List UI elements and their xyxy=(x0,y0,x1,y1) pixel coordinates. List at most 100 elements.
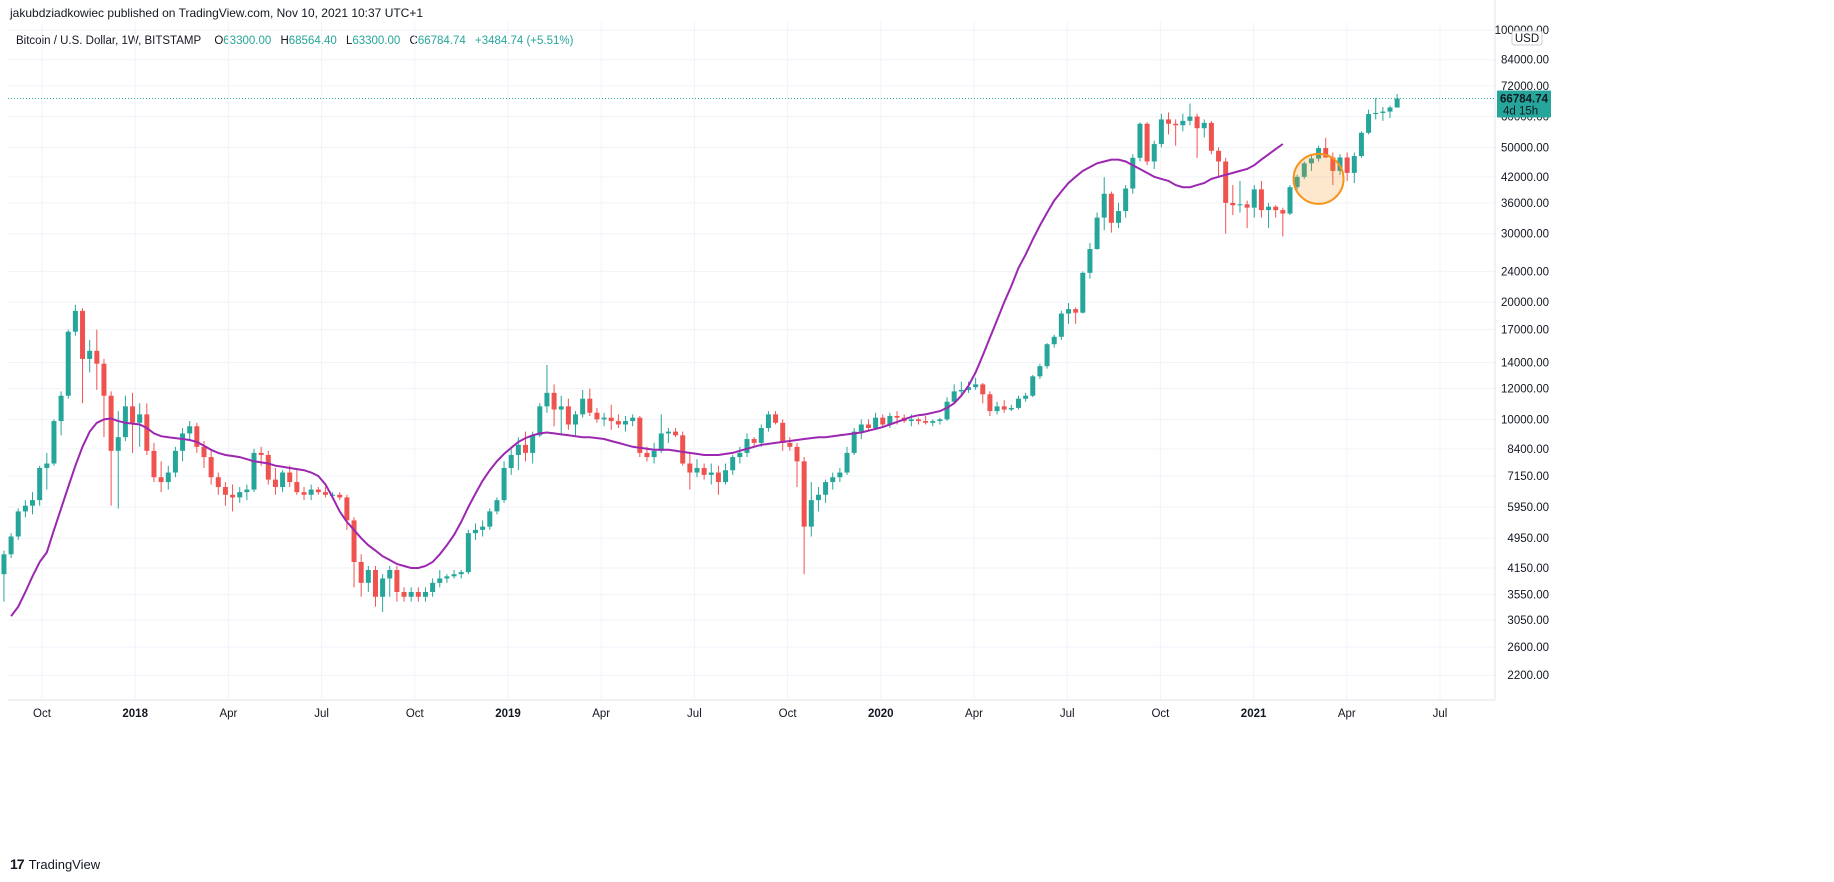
candle-body xyxy=(708,472,714,475)
candle-body xyxy=(351,520,357,562)
low-label: L xyxy=(345,35,353,47)
candle-body xyxy=(322,492,328,495)
candle-body xyxy=(787,442,793,447)
time-tick-label: Oct xyxy=(1151,708,1170,720)
price-tick-label: 72000.00 xyxy=(1501,81,1549,93)
currency-box[interactable] xyxy=(1511,30,1543,46)
candle-body xyxy=(1216,150,1222,162)
candle-body xyxy=(458,572,464,575)
candle-body xyxy=(294,482,300,493)
candle-body xyxy=(72,310,78,332)
candle-body xyxy=(380,578,386,597)
candle-body xyxy=(330,494,336,496)
candle-body xyxy=(765,414,771,429)
price-tick-label: 10000.00 xyxy=(1501,414,1549,426)
candle-body xyxy=(1087,249,1093,273)
currency-label: USD xyxy=(1515,33,1539,45)
candle-body xyxy=(844,452,850,473)
candle-body xyxy=(301,492,307,495)
candle-body xyxy=(1037,366,1043,377)
candle-body xyxy=(1373,112,1379,115)
candle-body xyxy=(965,387,971,390)
candle-body xyxy=(208,457,214,478)
candle-body xyxy=(723,470,729,483)
candle-body xyxy=(44,463,50,468)
price-tick-label: 7150.00 xyxy=(1507,471,1549,483)
candle-body xyxy=(415,592,421,597)
candle-body xyxy=(401,592,407,597)
time-tick-label: Oct xyxy=(33,708,52,720)
candle-body xyxy=(651,450,657,458)
price-tick-label: 84000.00 xyxy=(1501,55,1549,67)
candle-body xyxy=(487,511,493,527)
candle-body xyxy=(358,561,364,583)
candle-body xyxy=(372,570,378,597)
price-tick-label: 3050.00 xyxy=(1507,615,1549,627)
high-value: 68564.40 xyxy=(288,35,337,47)
candle-body xyxy=(780,422,786,443)
candle-body xyxy=(337,494,343,498)
candle-body xyxy=(773,414,779,423)
candle-body xyxy=(851,431,857,453)
candle-body xyxy=(480,526,486,530)
candle-body xyxy=(958,389,964,392)
grid xyxy=(8,22,1495,700)
footer-brand[interactable]: 17 TradingView xyxy=(10,856,100,872)
candle-body xyxy=(315,489,321,493)
candle-body xyxy=(144,414,150,451)
candle-body xyxy=(472,529,478,534)
candle-body xyxy=(515,444,521,455)
time-tick-label: Apr xyxy=(1338,708,1356,720)
high-label: H xyxy=(280,35,289,47)
candle-body xyxy=(137,414,143,423)
time-axis[interactable]: Oct 2018 Apr Jul Oct 2019 Apr Jul Oct 2020 Apr Jul O… xyxy=(33,708,1447,720)
candle-body xyxy=(908,419,914,422)
candle-body xyxy=(222,487,228,495)
candle-body xyxy=(1280,210,1286,214)
candle-body xyxy=(644,452,650,458)
candle-body xyxy=(1180,120,1186,126)
candle-body xyxy=(830,477,836,483)
candle-body xyxy=(544,392,550,407)
highlight-circle xyxy=(1292,152,1345,205)
candle-body xyxy=(1001,406,1007,410)
candle-body xyxy=(65,331,71,396)
candle-body xyxy=(58,395,64,422)
candle-body xyxy=(930,421,936,423)
candle-body xyxy=(665,431,671,434)
candle-body xyxy=(1023,395,1029,399)
candle-body xyxy=(558,406,564,410)
candle-body xyxy=(1094,217,1100,250)
open-label: O xyxy=(214,35,224,47)
candle-body xyxy=(1008,407,1014,410)
candle-body xyxy=(808,500,814,527)
candle-body xyxy=(944,401,950,420)
time-tick-label: 2020 xyxy=(868,708,894,720)
candle-body xyxy=(1158,119,1164,145)
time-tick-label: Jul xyxy=(314,708,329,720)
candle-body xyxy=(680,435,686,464)
candle-body xyxy=(744,439,750,453)
candle-body xyxy=(1123,188,1129,212)
candle-body xyxy=(237,492,243,498)
symbol-title[interactable]: Bitcoin / U.S. Dollar, 1W, BITSTAMP xyxy=(16,35,202,47)
candle-body xyxy=(1030,376,1036,396)
price-tick-label: 2200.00 xyxy=(1507,670,1549,682)
candle-body xyxy=(244,489,250,493)
candle-body xyxy=(80,310,86,359)
candle-body xyxy=(344,497,350,521)
candle-body xyxy=(601,417,607,420)
candle-body xyxy=(1015,398,1021,408)
candle-body xyxy=(101,363,107,396)
candle-body xyxy=(22,505,28,512)
candle-body xyxy=(1051,336,1057,345)
tradingview-wordmark: TradingView xyxy=(28,856,101,872)
candle-body xyxy=(1344,157,1350,173)
candle-body xyxy=(980,384,986,395)
candle-body xyxy=(594,412,600,420)
price-axis[interactable]: 100000.0084000.0072000.0060000.0050000.0… xyxy=(1495,25,1549,682)
candle-body xyxy=(630,417,636,422)
candle-body xyxy=(1173,123,1179,126)
price-tick-label: 3550.00 xyxy=(1507,589,1549,601)
